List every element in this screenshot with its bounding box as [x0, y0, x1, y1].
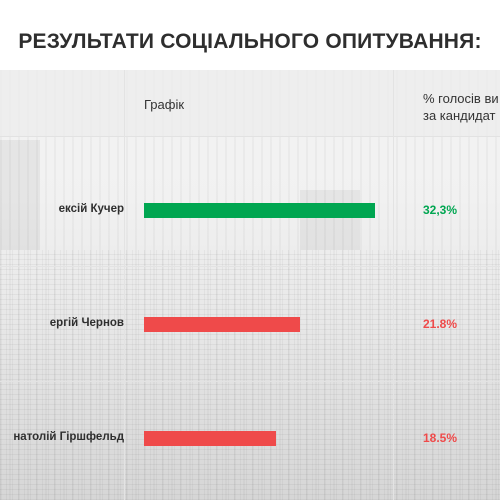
results-table: Графік % голосів ви за кандидат ексій Ку… [0, 70, 500, 500]
column-divider [124, 70, 125, 500]
header-percent-line2: за кандидат [423, 108, 496, 123]
row-divider [0, 266, 500, 267]
header-percent-line1: % голосів ви [423, 91, 499, 106]
background-building [0, 140, 40, 250]
chart-bar [144, 317, 300, 332]
candidate-name: натолій Гіршфельд [13, 431, 124, 443]
percent-label: 21.8% [423, 317, 458, 331]
chart-bar [144, 203, 375, 218]
page-title: РЕЗУЛЬТАТИ СОЦІАЛЬНОГО ОПИТУВАННЯ: [18, 30, 482, 53]
percent-label: 32,3% [423, 203, 458, 217]
header-percent: % голосів ви за кандидат [423, 90, 499, 124]
row-divider [0, 381, 500, 382]
percent-label: 18.5% [423, 431, 458, 445]
candidate-name: ергій Чернов [49, 317, 124, 329]
background-crowd [0, 250, 500, 500]
column-divider [393, 70, 394, 500]
background-building [300, 190, 360, 250]
chart-bar [144, 431, 276, 446]
background-photo [0, 70, 500, 500]
candidate-name: ексій Кучер [58, 203, 124, 215]
table-header-row [0, 70, 500, 137]
header-chart: Графік [144, 97, 185, 112]
